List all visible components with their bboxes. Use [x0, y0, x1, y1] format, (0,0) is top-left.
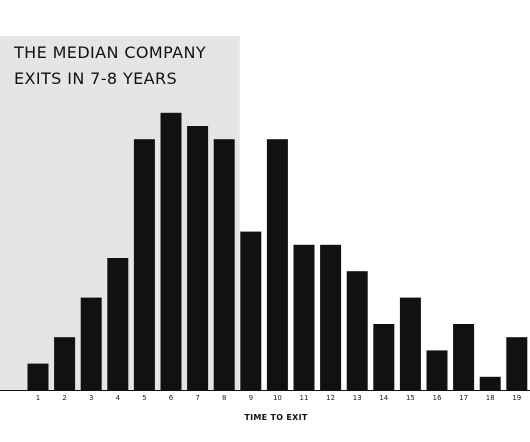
- bar-17: [453, 324, 475, 390]
- x-tick-label-18: 18: [486, 394, 495, 402]
- title-line-2: EXITS IN 7-8 YEARS: [14, 69, 177, 88]
- bar-3: [80, 297, 102, 390]
- bar-9: [240, 231, 262, 390]
- bar-1: [27, 363, 49, 390]
- x-tick-label-12: 12: [326, 394, 335, 402]
- x-tick-label-17: 17: [459, 394, 468, 402]
- x-tick-label-13: 13: [353, 394, 362, 402]
- bar-series: [27, 112, 528, 391]
- x-tick-label-19: 19: [512, 394, 521, 402]
- bar-10: [266, 139, 288, 390]
- bar-14: [373, 324, 395, 390]
- x-tick-label-10: 10: [273, 394, 282, 402]
- x-tick-label-9: 9: [249, 394, 253, 402]
- x-tick-label-1: 1: [36, 394, 40, 402]
- x-tick-label-4: 4: [116, 394, 121, 402]
- bar-2: [54, 337, 76, 390]
- x-tick-label-5: 5: [142, 394, 146, 402]
- bar-12: [320, 244, 342, 390]
- bar-7: [187, 126, 209, 390]
- bar-5: [133, 139, 155, 390]
- bar-8: [213, 139, 235, 390]
- x-tick-label-14: 14: [379, 394, 388, 402]
- bar-11: [293, 244, 315, 390]
- x-tick-label-6: 6: [169, 394, 174, 402]
- chart-title: THE MEDIAN COMPANY EXITS IN 7-8 YEARS: [13, 43, 206, 88]
- bar-19: [506, 337, 528, 390]
- bar-13: [346, 271, 368, 390]
- bar-15: [399, 297, 421, 390]
- x-tick-label-7: 7: [195, 394, 199, 402]
- x-tick-labels: 1 2 3 4 5 6 7 8 9 10 11 12 13 14 15 16 17 18 19: [36, 394, 521, 402]
- bar-6: [160, 112, 182, 391]
- x-tick-label-8: 8: [222, 394, 226, 402]
- x-tick-label-2: 2: [62, 394, 66, 402]
- x-tick-label-15: 15: [406, 394, 415, 402]
- bar-16: [426, 350, 448, 390]
- bar-4: [107, 258, 129, 390]
- x-tick-label-16: 16: [433, 394, 442, 402]
- x-tick-label-11: 11: [300, 394, 309, 402]
- title-line-1: THE MEDIAN COMPANY: [13, 43, 206, 62]
- x-tick-label-3: 3: [89, 394, 93, 402]
- bar-18: [479, 376, 501, 390]
- x-axis-title: TIME TO EXIT: [244, 413, 308, 422]
